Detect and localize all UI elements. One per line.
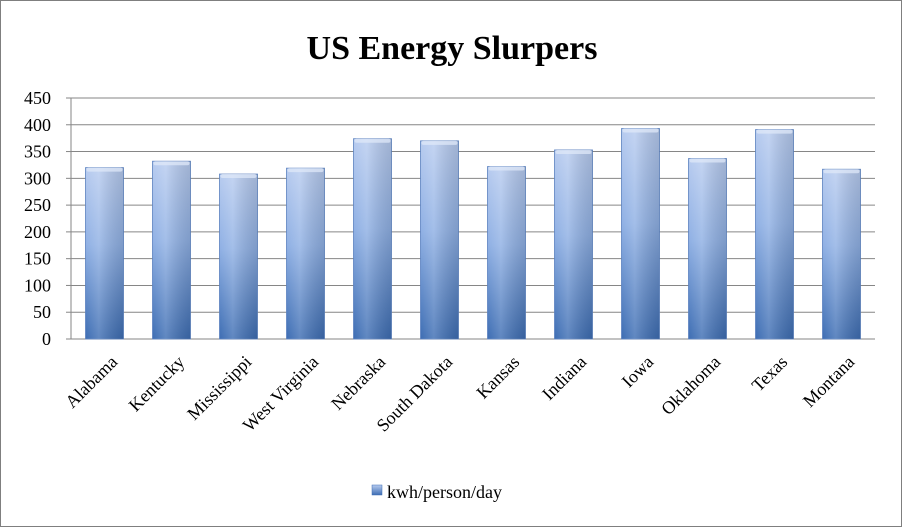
bar-cap <box>555 149 592 154</box>
y-tick-label: 100 <box>24 275 51 295</box>
y-tick-label: 0 <box>42 329 51 349</box>
gridlines <box>70 97 875 340</box>
legend: kwh/person/day <box>371 482 502 502</box>
bar-shading <box>755 129 794 339</box>
bar-shading <box>688 158 727 339</box>
bar-shading <box>85 167 124 339</box>
y-tick-label: 150 <box>24 249 51 269</box>
legend-swatch <box>371 484 383 496</box>
bar-cap <box>823 169 860 174</box>
bar-cap <box>756 129 793 134</box>
bar-shading <box>286 168 325 339</box>
x-category-label: Montana <box>799 352 858 411</box>
y-tick-label: 400 <box>24 115 51 135</box>
x-category-label: Indiana <box>538 352 590 404</box>
bar-shading <box>219 174 258 339</box>
x-category-label: Iowa <box>618 352 658 392</box>
bar-shading <box>487 166 526 339</box>
x-category-label: Alabama <box>61 352 121 412</box>
y-tick-label: 450 <box>24 88 51 108</box>
bar-cap <box>354 138 391 143</box>
y-tick-label: 300 <box>24 168 51 188</box>
y-tick-label: 200 <box>24 222 51 242</box>
bar-cap <box>220 174 257 179</box>
x-category-label: Texas <box>748 352 792 396</box>
x-category-label: Kansas <box>472 352 523 403</box>
x-category-label: Kentucky <box>125 352 189 416</box>
y-tick-label: 50 <box>33 302 51 322</box>
bars <box>85 128 861 340</box>
bar-cap <box>622 128 659 133</box>
bar-shading <box>554 149 593 339</box>
bar-cap <box>689 158 726 163</box>
bar-shading <box>152 161 191 339</box>
y-tick-label: 350 <box>24 142 51 162</box>
x-category-label: Mississippi <box>183 352 255 424</box>
bar-shading <box>420 140 459 339</box>
bar-shading <box>621 128 660 339</box>
y-axis-ticks: 0 50 100 150 200 250 300 350 400 450 <box>24 88 71 349</box>
bar-cap <box>488 166 525 171</box>
y-tick-label: 250 <box>24 195 51 215</box>
bar-shading <box>353 138 392 339</box>
bar-shading <box>822 169 861 339</box>
x-category-label: Oklahoma <box>657 352 724 419</box>
bar-cap <box>86 167 123 172</box>
x-category-label: Nebraska <box>327 352 389 414</box>
bar-cap <box>421 140 458 145</box>
legend-label: kwh/person/day <box>387 482 502 502</box>
bar-cap <box>287 168 324 173</box>
chart-title: US Energy Slurpers <box>307 30 598 67</box>
bar-cap <box>153 161 190 166</box>
